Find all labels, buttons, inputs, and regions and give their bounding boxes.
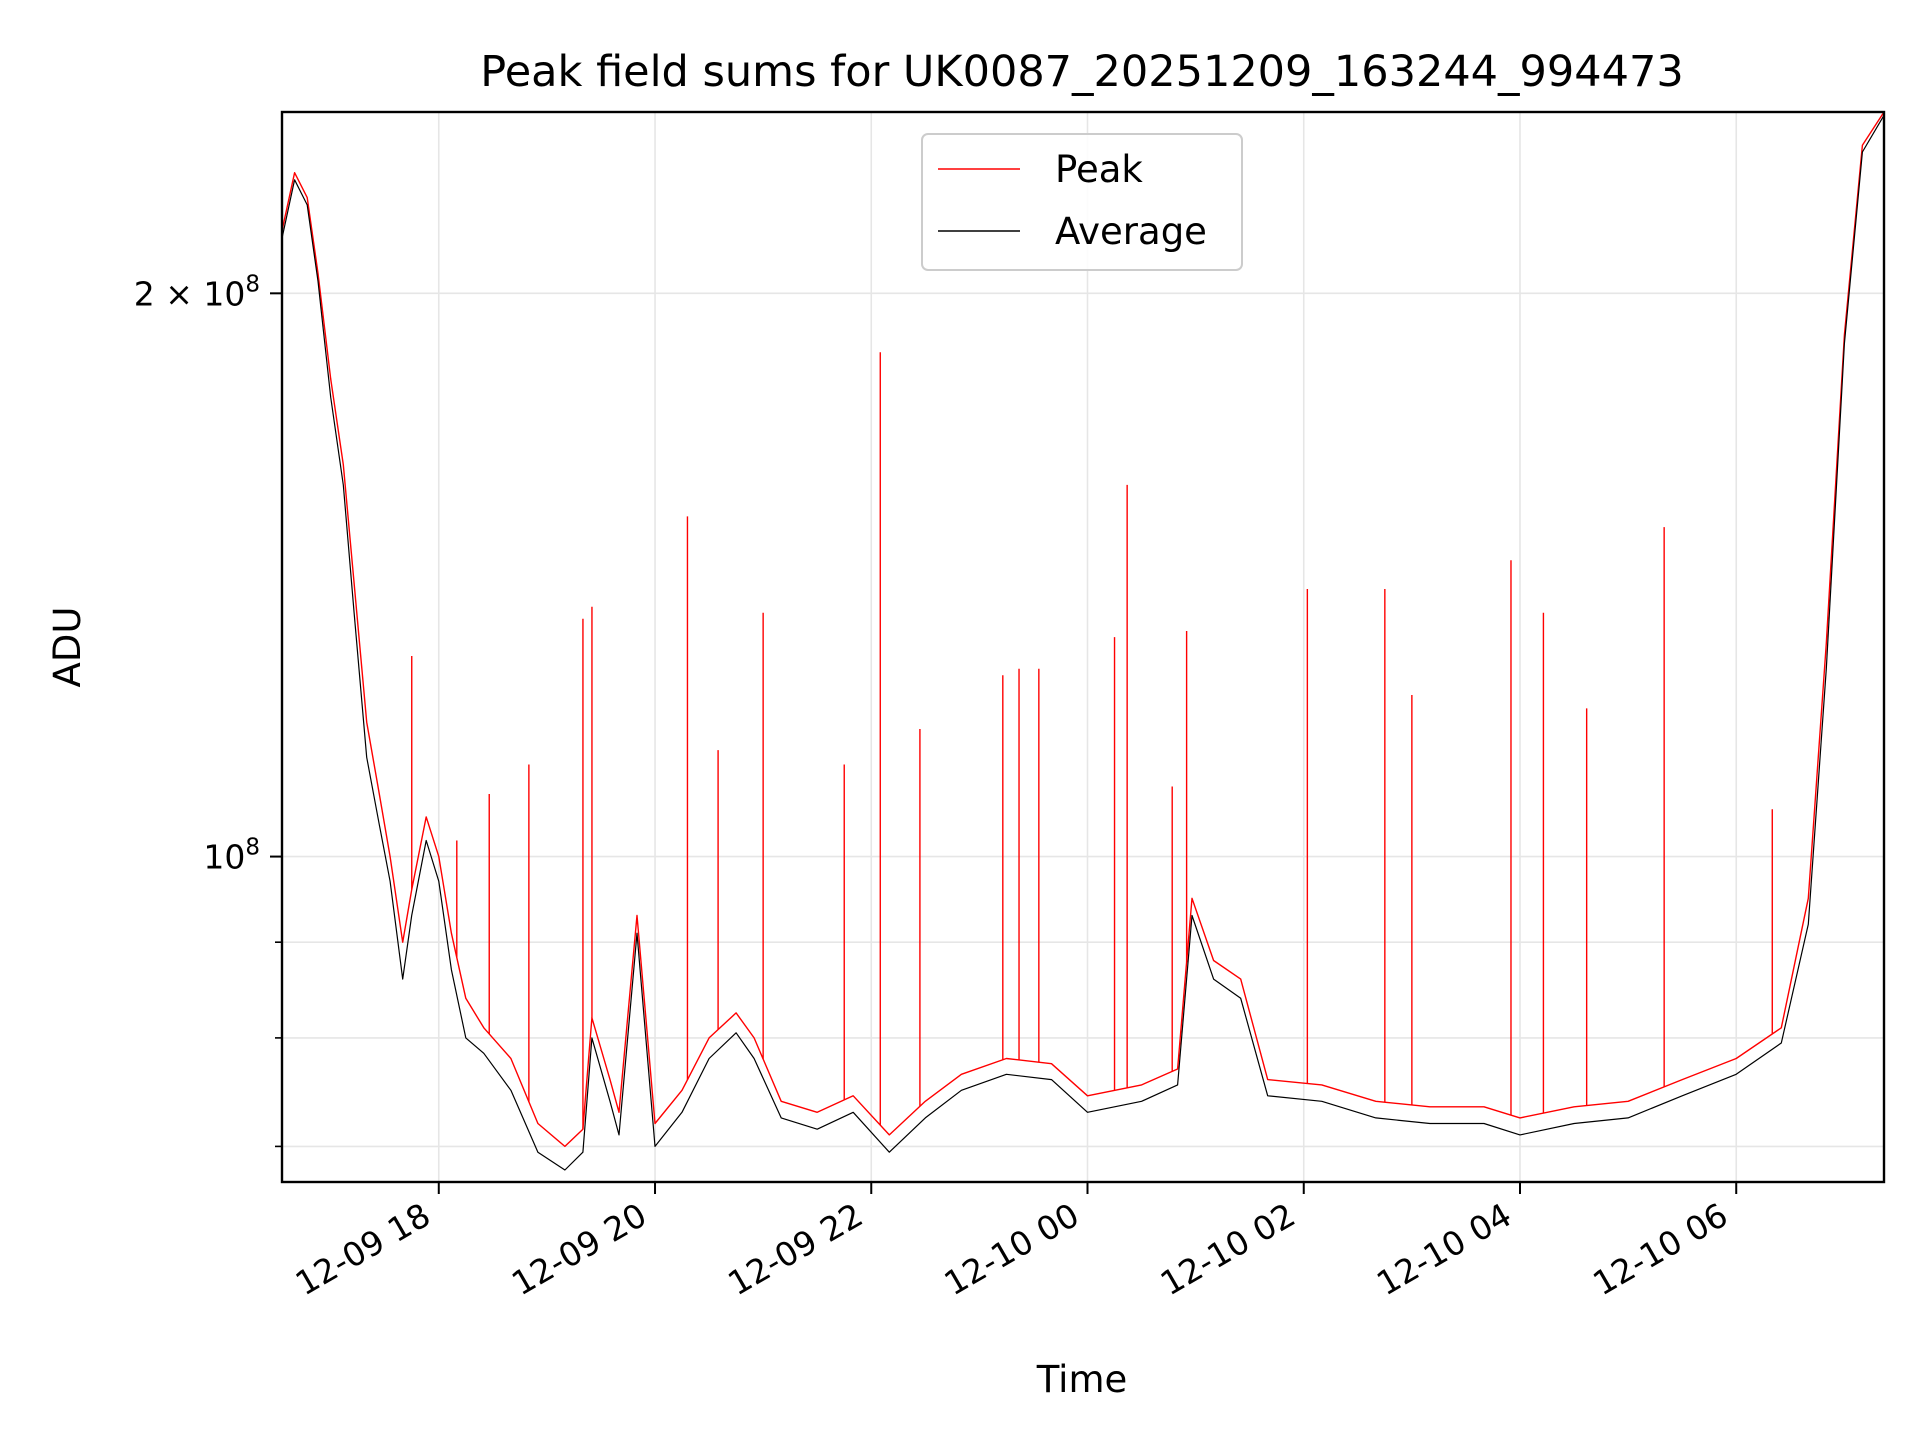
chart-title: Peak field sums for UK0087_20251209_1632… [480,47,1683,97]
y-tick-label: 2 × 108 [134,271,260,313]
y-tick-label-base: 2 × 10 [134,274,246,313]
grid [282,112,1884,1182]
plot-frame [280,110,1886,1184]
y-tick-label-exponent: 8 [245,835,260,861]
series-line-average [281,114,1885,1171]
y-tick-label: 108 [203,835,260,877]
series-area [281,111,1885,1171]
y-tick-label-base: 10 [203,838,245,877]
legend-label-average: Average [1055,210,1207,253]
series-line-peak [281,111,1885,1148]
x-axis-label: Time [1036,1358,1128,1401]
legend-box [921,133,1243,271]
legend-label-peak: Peak [1055,148,1143,191]
y-tick-label-exponent: 8 [245,271,260,297]
y-axis-label: ADU [46,607,89,688]
legend: Peak Average [921,133,1243,271]
